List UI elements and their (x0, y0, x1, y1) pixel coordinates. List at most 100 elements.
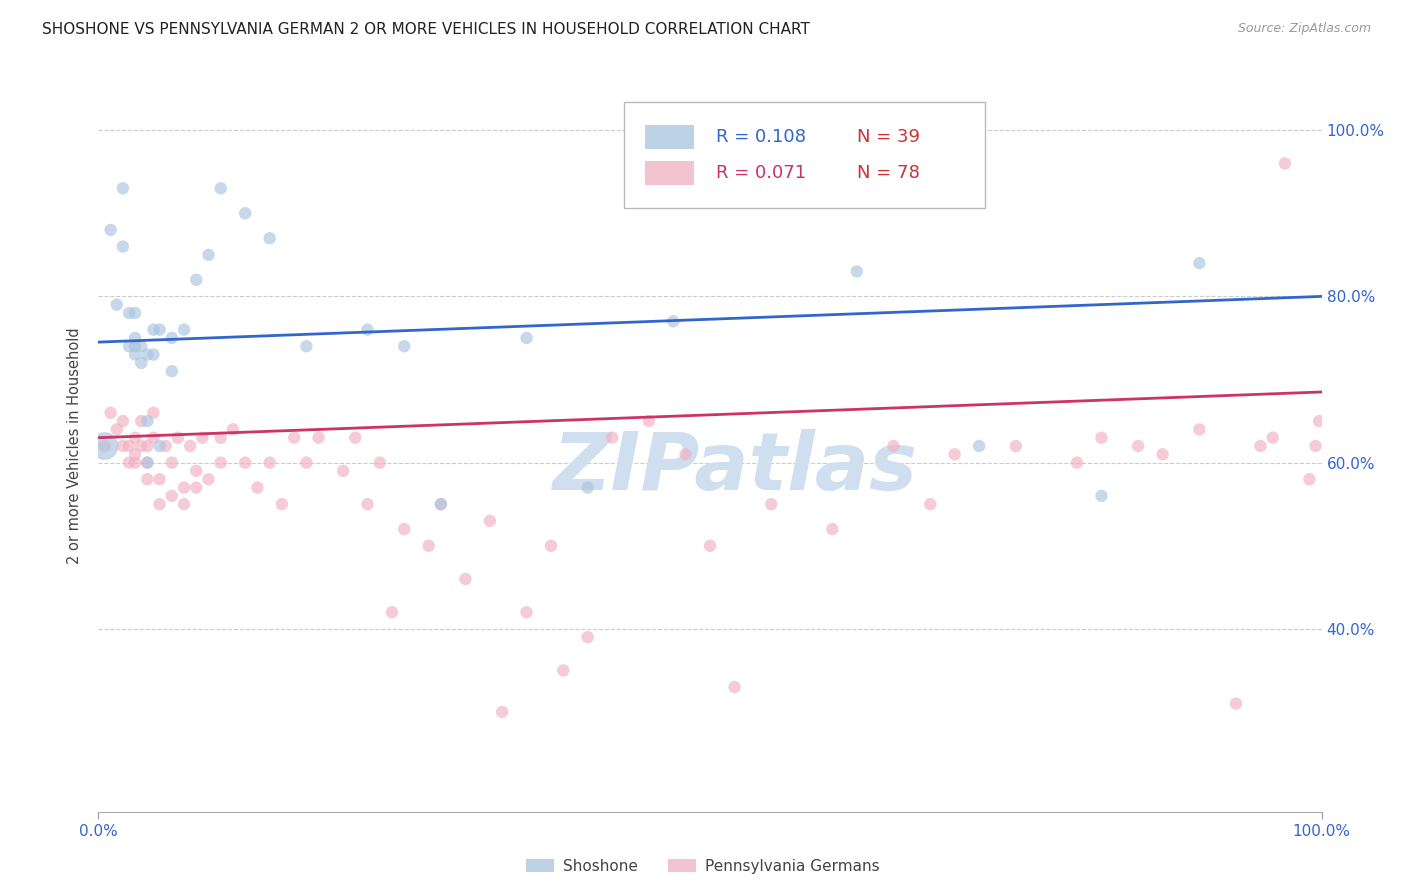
Point (142, 406, 165, 420)
Text: Source: ZipAtlas.com: Source: ZipAtlas.com (1237, 22, 1371, 36)
Point (295, 456, 318, 470)
Text: R = 0.108: R = 0.108 (716, 128, 806, 145)
Point (943, 447, 966, 461)
Point (430, 497, 453, 511)
Point (1090, 489, 1112, 503)
Point (149, 323, 172, 337)
Point (1128, 439, 1150, 453)
Point (105, 422, 128, 436)
Point (136, 456, 159, 470)
Point (100, 223, 122, 237)
Point (515, 605, 537, 619)
Point (967, 439, 990, 453)
Point (233, 206, 256, 220)
Point (136, 472, 159, 486)
Text: ZIPatlas: ZIPatlas (553, 429, 917, 507)
Point (454, 572, 477, 586)
Point (295, 339, 318, 353)
Point (553, 664, 575, 678)
Point (160, 489, 183, 503)
Point (392, 522, 416, 536)
Point (93, 439, 115, 453)
Point (515, 331, 537, 345)
Text: SHOSHONE VS PENNSYLVANIA GERMAN 2 OR MORE VEHICLES IN HOUSEHOLD CORRELATION CHAR: SHOSHONE VS PENNSYLVANIA GERMAN 2 OR MOR… (42, 22, 810, 37)
Point (136, 456, 159, 470)
Point (222, 422, 245, 436)
Point (197, 248, 219, 262)
Point (344, 431, 367, 445)
Point (136, 439, 159, 453)
Point (368, 456, 391, 470)
Point (142, 348, 165, 362)
Point (1188, 422, 1211, 436)
Point (186, 273, 208, 287)
Point (662, 314, 685, 328)
Point (111, 181, 134, 195)
Point (540, 539, 562, 553)
Point (308, 431, 330, 445)
FancyBboxPatch shape (624, 103, 986, 209)
Point (1090, 431, 1112, 445)
Point (883, 439, 905, 453)
Point (233, 456, 256, 470)
Point (105, 298, 128, 312)
Point (129, 356, 152, 370)
Point (129, 339, 152, 353)
Point (111, 439, 134, 453)
Point (246, 481, 269, 495)
Point (124, 348, 146, 362)
Point (356, 497, 378, 511)
Point (155, 439, 177, 453)
Point (124, 456, 146, 470)
Point (124, 331, 146, 345)
Point (675, 447, 697, 461)
Point (118, 439, 141, 453)
Point (191, 431, 214, 445)
Point (1298, 472, 1320, 486)
Point (1152, 447, 1174, 461)
Point (259, 231, 281, 245)
Point (1261, 431, 1284, 445)
Point (118, 306, 141, 320)
Point (186, 481, 208, 495)
Point (1004, 439, 1026, 453)
Point (576, 630, 599, 644)
Point (209, 181, 232, 195)
Point (118, 456, 141, 470)
Point (160, 364, 183, 378)
Point (1308, 414, 1330, 428)
Point (209, 456, 232, 470)
Point (761, 497, 783, 511)
Point (167, 431, 190, 445)
Point (430, 497, 453, 511)
Point (142, 431, 165, 445)
Point (1225, 697, 1247, 711)
Point (129, 439, 152, 453)
Point (638, 414, 661, 428)
Point (149, 497, 172, 511)
Point (118, 339, 141, 353)
FancyBboxPatch shape (645, 125, 695, 149)
Point (418, 539, 440, 553)
Point (124, 306, 146, 320)
Point (111, 239, 134, 253)
Legend: Shoshone, Pennsylvania Germans: Shoshone, Pennsylvania Germans (520, 853, 886, 880)
Point (1305, 439, 1327, 453)
Point (576, 481, 599, 495)
Point (149, 472, 172, 486)
Point (845, 264, 868, 278)
Point (136, 414, 159, 428)
Point (1066, 456, 1088, 470)
Point (160, 331, 183, 345)
Text: N = 78: N = 78 (856, 164, 920, 182)
Point (1249, 439, 1271, 453)
Point (186, 464, 208, 478)
Point (699, 539, 721, 553)
Point (920, 497, 942, 511)
Point (111, 414, 134, 428)
Point (600, 431, 623, 445)
Point (197, 472, 219, 486)
Point (478, 514, 501, 528)
Point (821, 522, 844, 536)
Point (270, 497, 294, 511)
